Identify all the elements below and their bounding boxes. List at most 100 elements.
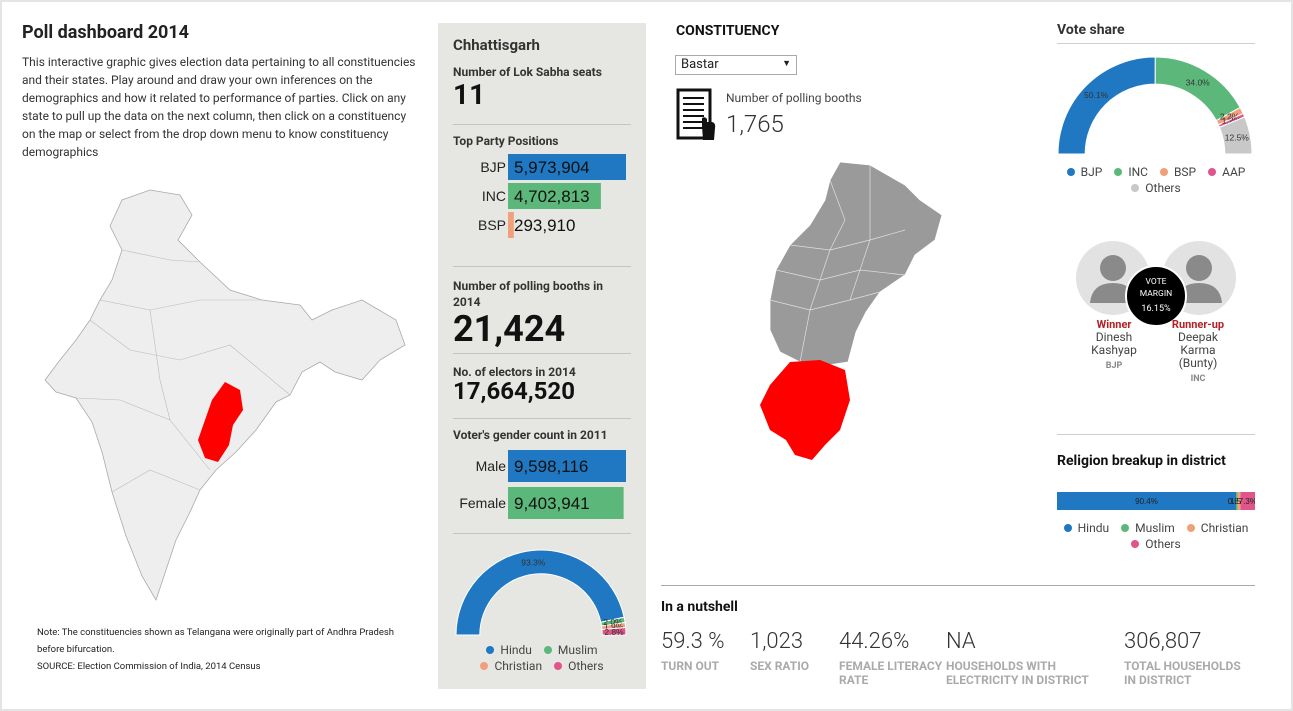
legend-label: Muslim: [1135, 521, 1175, 535]
stat-value: NA: [946, 629, 976, 654]
party-label: Top Party Positions: [453, 134, 559, 148]
legend: BJP INC BSP AAP Others: [1057, 165, 1255, 195]
state-outline[interactable]: [769, 161, 943, 367]
bar: [508, 450, 626, 482]
selected-constituency-shape[interactable]: [760, 360, 850, 460]
legend-label: Others: [1145, 181, 1181, 195]
legend-marker: [486, 646, 495, 654]
stat-label: FEMALE LITERACY RATE: [839, 659, 943, 687]
vote-share-title: Vote share: [1057, 22, 1125, 38]
separator: [453, 353, 631, 354]
legend-marker: [554, 662, 563, 670]
margin-label: VOTE MARGIN: [1139, 277, 1173, 299]
state-map[interactable]: [750, 155, 950, 465]
state-panel: [438, 23, 646, 689]
india-map[interactable]: [30, 180, 420, 610]
value-label: 1.9%: [604, 621, 624, 631]
stat-label: HOUSEHOLDS WITH ELECTRICITY IN DISTRICT: [946, 659, 1089, 687]
pie-segment: [601, 626, 627, 636]
legend-label: Others: [568, 659, 604, 673]
value-label: 93.3%: [521, 557, 546, 567]
value-label: 90.4%: [1135, 497, 1158, 506]
note-text: Note: The constituencies shown as Telang…: [37, 627, 395, 655]
category-label: BSP: [478, 217, 506, 233]
booths-label: Number of polling booths in 2014: [453, 279, 603, 309]
separator: [453, 533, 631, 534]
gender-chart: Male 9,598,116 Female 9,403,941: [459, 450, 626, 519]
dropdown-arrow: ▼: [782, 59, 791, 69]
bar: [508, 183, 601, 209]
constituency-borders: [769, 165, 906, 363]
legend-marker: [480, 662, 489, 670]
legend-item: Others: [1131, 181, 1181, 195]
bar-segment: [1057, 492, 1236, 510]
legend-label: Hindu: [500, 643, 532, 657]
value-label: 34.0%: [1186, 77, 1211, 87]
legend-item: Others: [554, 659, 604, 673]
legend-label: Muslim: [557, 643, 598, 657]
evm-icon: [676, 88, 716, 140]
legend-item: Muslim: [543, 643, 598, 657]
candidate-photos: [1076, 241, 1236, 325]
runner-name: Deepak Karma (Bunty): [1178, 330, 1218, 370]
value-label: 50.1%: [1084, 90, 1109, 100]
stat-label: TURN OUT: [661, 659, 720, 673]
legend-item: Hindu: [1063, 521, 1110, 535]
category-label: BJP: [480, 159, 506, 175]
constituency-select[interactable]: Bastar ▼: [675, 55, 797, 75]
state-religion-chart: 93.3% 2.0%1.9%2.8%: [455, 549, 627, 637]
title: Poll dashboard 2014: [22, 22, 190, 43]
legend-item: Others: [1131, 537, 1181, 551]
winner-party: BJP: [1105, 361, 1123, 371]
value-label: 4,702,813: [514, 187, 590, 206]
legend-marker: [1131, 184, 1140, 192]
margin: 16.15%: [1141, 304, 1171, 314]
value-label: 1.5%: [1230, 497, 1248, 506]
stat-value: 306,807: [1124, 629, 1202, 654]
note: Note: The constituencies shown as Telang…: [37, 624, 417, 675]
stat-value: 59.3 %: [661, 629, 725, 654]
value-label: 2.8%: [604, 627, 624, 637]
legend-label: Hindu: [1077, 521, 1110, 535]
legend-label: Christian: [1200, 521, 1249, 535]
legend-label: INC: [1128, 165, 1148, 179]
legend-item: BSP: [1159, 165, 1196, 179]
legend-marker: [1208, 168, 1217, 176]
separator: [453, 418, 631, 419]
stat-value: 44.26%: [839, 629, 910, 654]
category-label: Male: [476, 458, 507, 474]
runner-party: INC: [1190, 374, 1206, 384]
selected-constituency: Bastar: [681, 57, 719, 72]
electors: 17,664,520: [453, 377, 575, 405]
legend-marker: [1114, 168, 1123, 176]
legend-marker: [1131, 540, 1140, 548]
runner-up: Runner-up Deepak Karma (Bunty) INC: [1164, 318, 1232, 386]
stat-value: 1,023: [750, 629, 804, 654]
legend-item: INC: [1114, 165, 1148, 179]
district-religion-chart: 90.4% 0.8%1.5%7.3%: [1057, 492, 1255, 510]
value-label: 9,598,116: [514, 457, 588, 476]
constituency-booths: 1,765: [726, 110, 784, 138]
legend-label: BJP: [1080, 165, 1103, 179]
value-label: 12.5%: [1225, 133, 1250, 143]
pie-segment: [455, 549, 625, 636]
gender-label: Voter's gender count in 2011: [453, 428, 608, 442]
value-label: 1.2%: [1222, 116, 1242, 126]
value-label: 0.8%: [1228, 497, 1246, 506]
legend-label: Christian: [494, 659, 543, 673]
category-label: Female: [459, 495, 506, 511]
legend-marker: [543, 646, 552, 654]
separator: [661, 585, 1255, 586]
legend-item: Muslim: [1121, 521, 1175, 535]
pie-segment: [1057, 56, 1156, 155]
vote-share-chart: 50.1% 34.0% 2.2%1.2% 12.5%: [1057, 56, 1253, 155]
separator: [453, 124, 631, 125]
selected-state[interactable]: [198, 382, 243, 462]
category-label: INC: [482, 188, 506, 204]
separator: [453, 266, 631, 267]
legend-label: AAP: [1222, 165, 1246, 179]
bar: [508, 487, 624, 519]
winner-role: Winner: [1096, 318, 1132, 331]
source: SOURCE: Election Commission of India, 20…: [37, 661, 261, 672]
